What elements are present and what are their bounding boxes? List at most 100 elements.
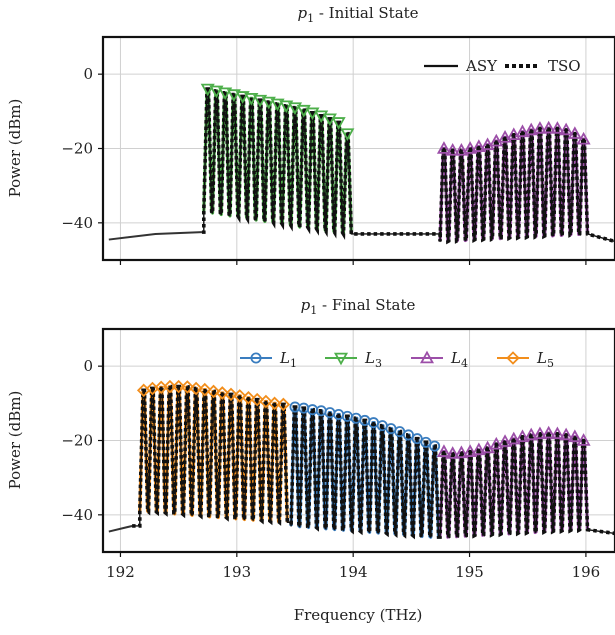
peak-marker-L3 [305, 107, 320, 121]
peak-marker-L5 [198, 382, 212, 397]
peak-marker-L5 [241, 390, 256, 405]
peak-marker-L1 [429, 440, 441, 452]
title-subscript: 1 [307, 12, 314, 25]
peak-marker-L4 [532, 121, 547, 134]
peak-marker-L4 [436, 141, 451, 154]
legend-label-L3: L3 [364, 349, 382, 370]
peak-marker-L5 [206, 384, 221, 399]
x-ticks: 192 193 194 195 196 [106, 552, 600, 581]
peak-marker-L5 [189, 381, 203, 396]
peak-marker-L4 [515, 124, 530, 138]
peak-marker-L4 [567, 126, 582, 139]
peak-marker-L5 [163, 379, 177, 394]
peak-marker-L3 [244, 93, 259, 106]
legend-label-L1: L1 [279, 349, 297, 370]
legend-label-L4: L4 [450, 349, 468, 370]
panel-initial-state: p1 - Initial State 0 −20 −40 Power (dBm) A… [6, 4, 615, 265]
x-tick-label: 193 [222, 563, 251, 581]
x-tick-label: 194 [339, 563, 368, 581]
x-tick-label: 196 [572, 563, 601, 581]
peak-marker-L4 [559, 427, 574, 441]
peak-marker-L4 [532, 426, 547, 440]
peak-marker-L4 [454, 143, 469, 156]
peak-marker-L3 [340, 128, 355, 141]
y-axis-label: Power (dBm) [6, 391, 24, 490]
peak-marker-L4 [445, 143, 460, 156]
legend-marker-L3 [333, 352, 349, 366]
peak-marker-L5 [276, 397, 291, 412]
noise-floor-line [108, 525, 133, 533]
peak-marker-L3 [322, 113, 337, 127]
peak-marker-L5 [215, 386, 230, 400]
y-ticks: 0 −20 −40 [61, 65, 103, 232]
peak-marker-L1 [402, 429, 414, 441]
peak-marker-L3 [270, 98, 285, 112]
x-tick-label: 195 [455, 563, 484, 581]
tso-spectrum-line [132, 384, 615, 541]
peak-marker-L3 [209, 85, 224, 99]
y-axis-label: Power (dBm) [6, 99, 24, 198]
peak-marker-L3 [287, 102, 303, 115]
peak-marker-L4 [576, 433, 591, 446]
peak-marker-L4 [559, 122, 574, 136]
peak-marker-L4 [506, 127, 521, 141]
peak-marker-L3 [331, 117, 346, 130]
legend-label-L5: L5 [536, 349, 554, 370]
peak-marker-L4 [436, 444, 451, 457]
peak-marker-L5 [232, 389, 247, 403]
y-tick-label: 0 [83, 65, 93, 83]
x-axis-label: Frequency (THz) [294, 606, 423, 624]
peak-marker-L4 [489, 436, 504, 450]
tso-spectrum-line [201, 87, 615, 245]
x-ticks [119, 260, 587, 265]
legend: ASY TSO [424, 57, 581, 75]
peak-marker-L4 [498, 129, 513, 143]
peak-marker-L4 [471, 442, 486, 456]
peak-marker-L4 [471, 139, 486, 152]
peak-marker-L4 [445, 446, 460, 459]
panel-title: p1 - Final State [301, 296, 416, 317]
peak-marker-L3 [261, 96, 276, 110]
title-rest: - Initial State [314, 4, 419, 22]
legend-marker-L1 [250, 352, 262, 364]
peak-marker-L3 [218, 87, 233, 101]
noise-floor-line [108, 231, 202, 241]
title-base: p [301, 296, 311, 314]
y-tick-label: −20 [61, 140, 93, 158]
legend: L1 L3 L4 L5 [240, 349, 554, 370]
y-tick-label: −20 [61, 432, 93, 450]
peak-marker-L3 [296, 104, 311, 118]
plot-area [108, 379, 615, 541]
peak-marker-L5 [224, 387, 238, 402]
legend-marker-L4 [419, 350, 435, 364]
title-base: p [297, 4, 307, 22]
peak-marker-L4 [550, 426, 565, 440]
peak-marker-L4 [480, 137, 495, 151]
peak-marker-L4 [489, 133, 504, 147]
peak-marker-L5 [259, 394, 273, 409]
peak-marker-L4 [541, 425, 556, 439]
peak-marker-L4 [576, 131, 591, 145]
peak-marker-L4 [541, 120, 556, 134]
peak-marker-L4 [515, 429, 530, 443]
peak-marker-L5 [250, 392, 264, 407]
peak-marker-L1 [420, 436, 432, 448]
peak-marker-L3 [279, 100, 294, 114]
peak-marker-L4 [498, 434, 513, 447]
y-ticks: 0 −20 −40 [61, 357, 103, 524]
peak-marker-L4 [550, 121, 565, 134]
peak-marker-L4 [454, 445, 469, 459]
peak-marker-L4 [480, 440, 495, 454]
panel-final-state: p1 - Final State 0 −20 −40 192 193 194 195 196… [6, 296, 615, 624]
peak-marker-L4 [524, 427, 539, 441]
y-tick-label: −40 [61, 506, 93, 524]
title-subscript: 1 [310, 304, 317, 317]
peak-marker-L5 [180, 380, 195, 394]
panel-title: p1 - Initial State [297, 4, 418, 25]
legend-label-asy: ASY [465, 57, 498, 75]
x-tick-label: 192 [106, 563, 135, 581]
peak-marker-L3 [253, 94, 268, 108]
peak-marker-L3 [200, 83, 215, 97]
legend-marker-L5 [506, 351, 520, 365]
